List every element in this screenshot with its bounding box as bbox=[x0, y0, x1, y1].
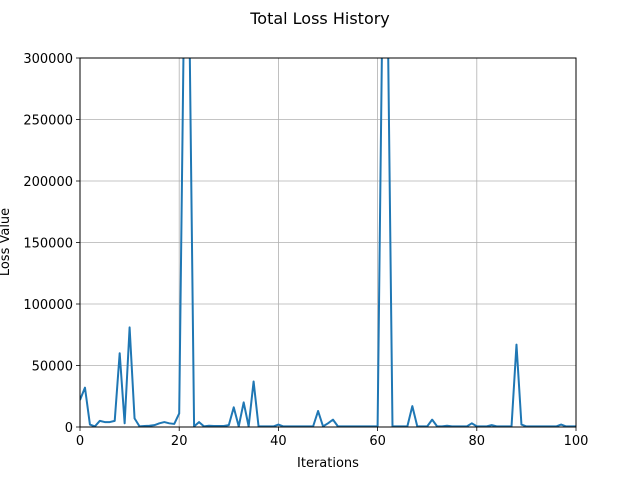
y-tick-label: 200000 bbox=[23, 175, 73, 190]
x-tick-label: 100 bbox=[564, 434, 589, 449]
y-tick-label: 300000 bbox=[23, 52, 73, 67]
series-line bbox=[80, 58, 576, 427]
x-tick-label: 60 bbox=[369, 434, 386, 449]
x-tick-label: 80 bbox=[469, 434, 486, 449]
x-tick-label: 40 bbox=[270, 434, 287, 449]
grid bbox=[79, 57, 577, 428]
x-axis: 0 20 40 60 80 100 bbox=[76, 427, 589, 449]
y-tick-label: 0 bbox=[65, 421, 73, 436]
x-axis-label: Iterations bbox=[297, 456, 359, 471]
chart-title: Total Loss History bbox=[249, 9, 390, 28]
y-tick-label: 100000 bbox=[23, 298, 73, 313]
y-tick-label: 50000 bbox=[32, 360, 73, 375]
y-tick-label: 150000 bbox=[23, 237, 73, 252]
series-layer bbox=[80, 58, 576, 427]
x-tick-label: 20 bbox=[171, 434, 188, 449]
y-axis: 0 50000 100000 150000 200000 250000 300000 bbox=[23, 52, 80, 436]
x-tick-label: 0 bbox=[76, 434, 84, 449]
y-tick-label: 250000 bbox=[23, 114, 73, 129]
y-axis-label: Loss Value bbox=[0, 208, 13, 276]
